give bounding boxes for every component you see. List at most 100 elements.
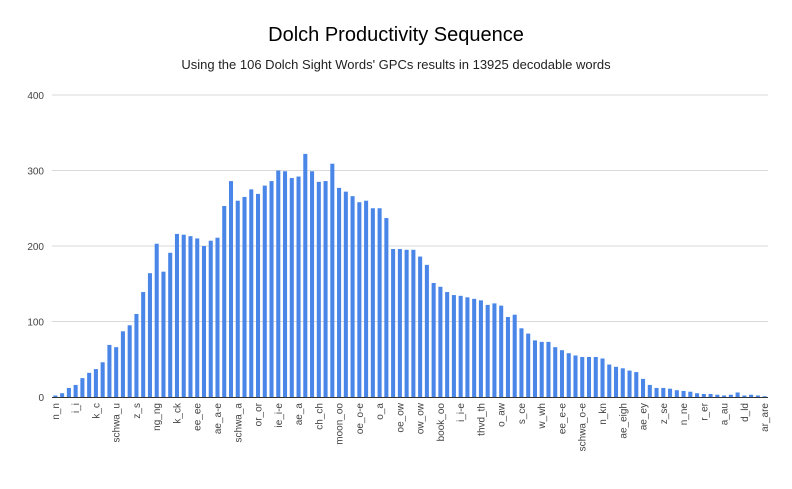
bar [634,372,639,397]
bar [505,316,510,397]
bar [424,264,429,397]
chart-title: Dolch Productivity Sequence [268,24,524,46]
bar [627,370,632,397]
bar [269,181,274,397]
bar [107,344,112,397]
bar [283,171,288,397]
bar [53,395,58,397]
bar [255,193,261,397]
x-tick-label: d_ld [740,403,751,422]
bar [586,356,592,397]
bar [397,249,402,397]
bar [364,200,369,397]
bar [755,395,760,397]
bar [66,387,71,397]
bar [310,171,315,397]
bar [276,170,281,397]
gridlines [52,94,768,322]
bar [181,234,186,397]
bar [174,233,179,397]
y-tick-label: 100 [27,318,44,329]
bar [749,394,754,397]
y-tick-label: 300 [27,167,44,178]
x-tick-label: ee_ee [193,403,204,431]
bars [53,153,767,397]
bar [357,202,362,397]
bar [73,384,78,397]
bar [593,356,598,397]
bar [532,340,537,397]
bar [161,271,166,397]
y-tick-label: 200 [27,242,44,253]
bar [762,396,767,397]
bar [539,341,544,397]
x-tick-label: z_s [132,403,143,419]
bar [296,176,301,397]
x-tick-label: s_ce [517,403,528,425]
x-tick-label: k_c [91,403,102,419]
x-tick-label: o_a [375,403,386,420]
bar [201,246,207,397]
bar [472,298,477,397]
x-tick-label: ee_e-e [557,403,568,435]
bar [735,392,740,397]
bar [262,185,267,397]
x-tick-label: n_ne [679,403,690,426]
x-tick-label: oe_o-e [355,403,366,435]
bar [303,153,308,397]
bar [620,368,625,397]
x-tick-label: schwa_o-e [578,403,589,452]
bar [695,393,700,397]
bar [458,295,463,397]
x-tick-label: ar_are [760,403,771,432]
bar [391,249,396,397]
x-axis-ticks: n_n i_i k_c schwa_u z_s ng_ng k_ck ee_ee ae_a-e s… [51,402,771,451]
x-tick-label: r_er [699,402,710,420]
bar [674,390,679,397]
bar [647,384,652,397]
y-axis-ticks: 0 100 200 300 400 [27,91,44,404]
bar [445,292,450,397]
bar [289,178,294,397]
bar [141,292,146,397]
bar [208,240,213,397]
bar [526,333,531,397]
bar [519,328,524,397]
bar [222,205,227,397]
bar [465,297,470,397]
bar [438,286,443,397]
x-tick-label: ae_ey [639,403,650,430]
bar [661,387,666,397]
bar [370,208,375,397]
bar [492,303,497,397]
bar [559,350,565,397]
x-tick-label: moon_oo [335,403,346,445]
bar [546,341,551,397]
bar [688,391,693,397]
x-tick-label: or_or [254,402,265,426]
bar [127,325,132,397]
bar [499,305,504,397]
x-tick-label: i_i-e [456,403,467,422]
x-tick-label: ow_ow [416,402,427,434]
x-tick-label: i_i [71,403,82,413]
bar [418,256,423,397]
x-tick-label: oe_ow [395,402,406,432]
bar [478,300,483,397]
x-tick-label: k_ck [172,402,183,424]
x-tick-label: ae_a-e [213,403,224,435]
bar [330,163,335,397]
x-tick-label: z_se [659,403,670,425]
bar [708,393,713,397]
bar [742,395,747,397]
x-tick-label: w_wh [537,403,548,430]
bar [242,196,247,397]
bar [715,394,720,397]
x-tick-label: ae_a [294,403,305,426]
x-tick-label: schwa_u [112,403,123,442]
x-tick-label: thvd_th [476,403,487,436]
bar [404,249,409,397]
bar [580,356,585,397]
y-tick-label: 0 [38,393,44,404]
